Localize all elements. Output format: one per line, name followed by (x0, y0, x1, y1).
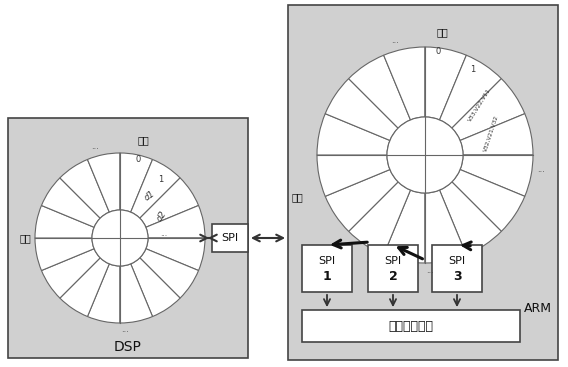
Wedge shape (440, 55, 502, 128)
Text: d2: d2 (155, 209, 169, 223)
Wedge shape (440, 182, 502, 255)
Wedge shape (131, 258, 180, 316)
Wedge shape (120, 153, 153, 212)
Bar (368, 245, 418, 292)
Bar (212, 224, 248, 252)
Text: d1: d1 (143, 189, 157, 203)
Text: SPI: SPI (319, 255, 336, 265)
Wedge shape (120, 264, 153, 323)
Wedge shape (325, 170, 398, 231)
Wedge shape (383, 47, 425, 120)
Wedge shape (460, 155, 533, 196)
Wedge shape (325, 79, 398, 141)
Text: 0: 0 (136, 155, 141, 164)
Text: 队尾: 队尾 (19, 233, 31, 243)
Circle shape (92, 210, 148, 266)
Text: 队首: 队首 (138, 135, 150, 145)
Circle shape (387, 117, 463, 193)
Text: ...: ... (91, 142, 99, 151)
Text: 1: 1 (158, 175, 163, 184)
Wedge shape (140, 249, 199, 298)
Bar (288, 5, 558, 360)
Text: SPI: SPI (449, 255, 466, 265)
Wedge shape (317, 114, 390, 155)
Text: V33,V22,V11: V33,V22,V11 (467, 88, 491, 123)
Text: 0: 0 (435, 47, 440, 56)
Wedge shape (87, 264, 120, 323)
Text: ...: ... (537, 166, 545, 174)
Text: 1: 1 (323, 270, 331, 283)
Text: 2: 2 (389, 270, 398, 283)
Text: 高压驱动电路: 高压驱动电路 (389, 320, 433, 333)
Wedge shape (452, 79, 525, 141)
Bar (302, 245, 352, 292)
Wedge shape (425, 47, 466, 120)
Text: 队首: 队首 (437, 27, 449, 37)
Text: DSP: DSP (114, 340, 142, 354)
Text: ...: ... (426, 266, 434, 275)
Wedge shape (41, 178, 100, 227)
Text: SPI: SPI (222, 233, 239, 243)
Bar (302, 310, 520, 342)
Wedge shape (35, 238, 94, 270)
Text: 1: 1 (470, 65, 475, 74)
Text: ...: ... (160, 229, 168, 239)
Wedge shape (41, 249, 100, 298)
Text: ...: ... (121, 325, 129, 334)
Wedge shape (140, 178, 199, 227)
Wedge shape (460, 114, 533, 155)
Wedge shape (317, 155, 390, 196)
Bar (8, 118, 248, 358)
Wedge shape (60, 160, 109, 218)
Wedge shape (131, 160, 180, 218)
Text: 队尾: 队尾 (292, 192, 304, 202)
Wedge shape (425, 190, 466, 263)
Text: ...: ... (391, 36, 399, 45)
Wedge shape (452, 170, 525, 231)
Text: SPI: SPI (385, 255, 402, 265)
Wedge shape (349, 55, 411, 128)
Wedge shape (35, 206, 94, 238)
Text: ARM: ARM (524, 302, 552, 315)
Text: 3: 3 (453, 270, 461, 283)
Wedge shape (60, 258, 109, 316)
Wedge shape (383, 190, 425, 263)
Wedge shape (146, 238, 205, 270)
Wedge shape (146, 206, 205, 238)
Text: V32,V21,V32: V32,V21,V32 (483, 114, 499, 152)
Wedge shape (87, 153, 120, 212)
Bar (432, 245, 482, 292)
Wedge shape (349, 182, 411, 255)
